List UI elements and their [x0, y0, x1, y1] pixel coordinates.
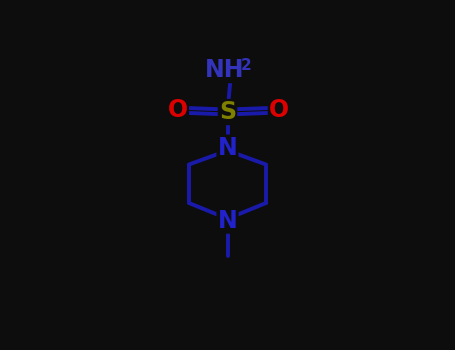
- Text: N: N: [217, 209, 238, 232]
- Text: S: S: [219, 100, 236, 124]
- Text: 2: 2: [240, 58, 251, 73]
- Text: N: N: [217, 136, 238, 160]
- Text: NH: NH: [205, 58, 244, 82]
- Text: O: O: [269, 98, 289, 122]
- Text: O: O: [168, 98, 188, 122]
